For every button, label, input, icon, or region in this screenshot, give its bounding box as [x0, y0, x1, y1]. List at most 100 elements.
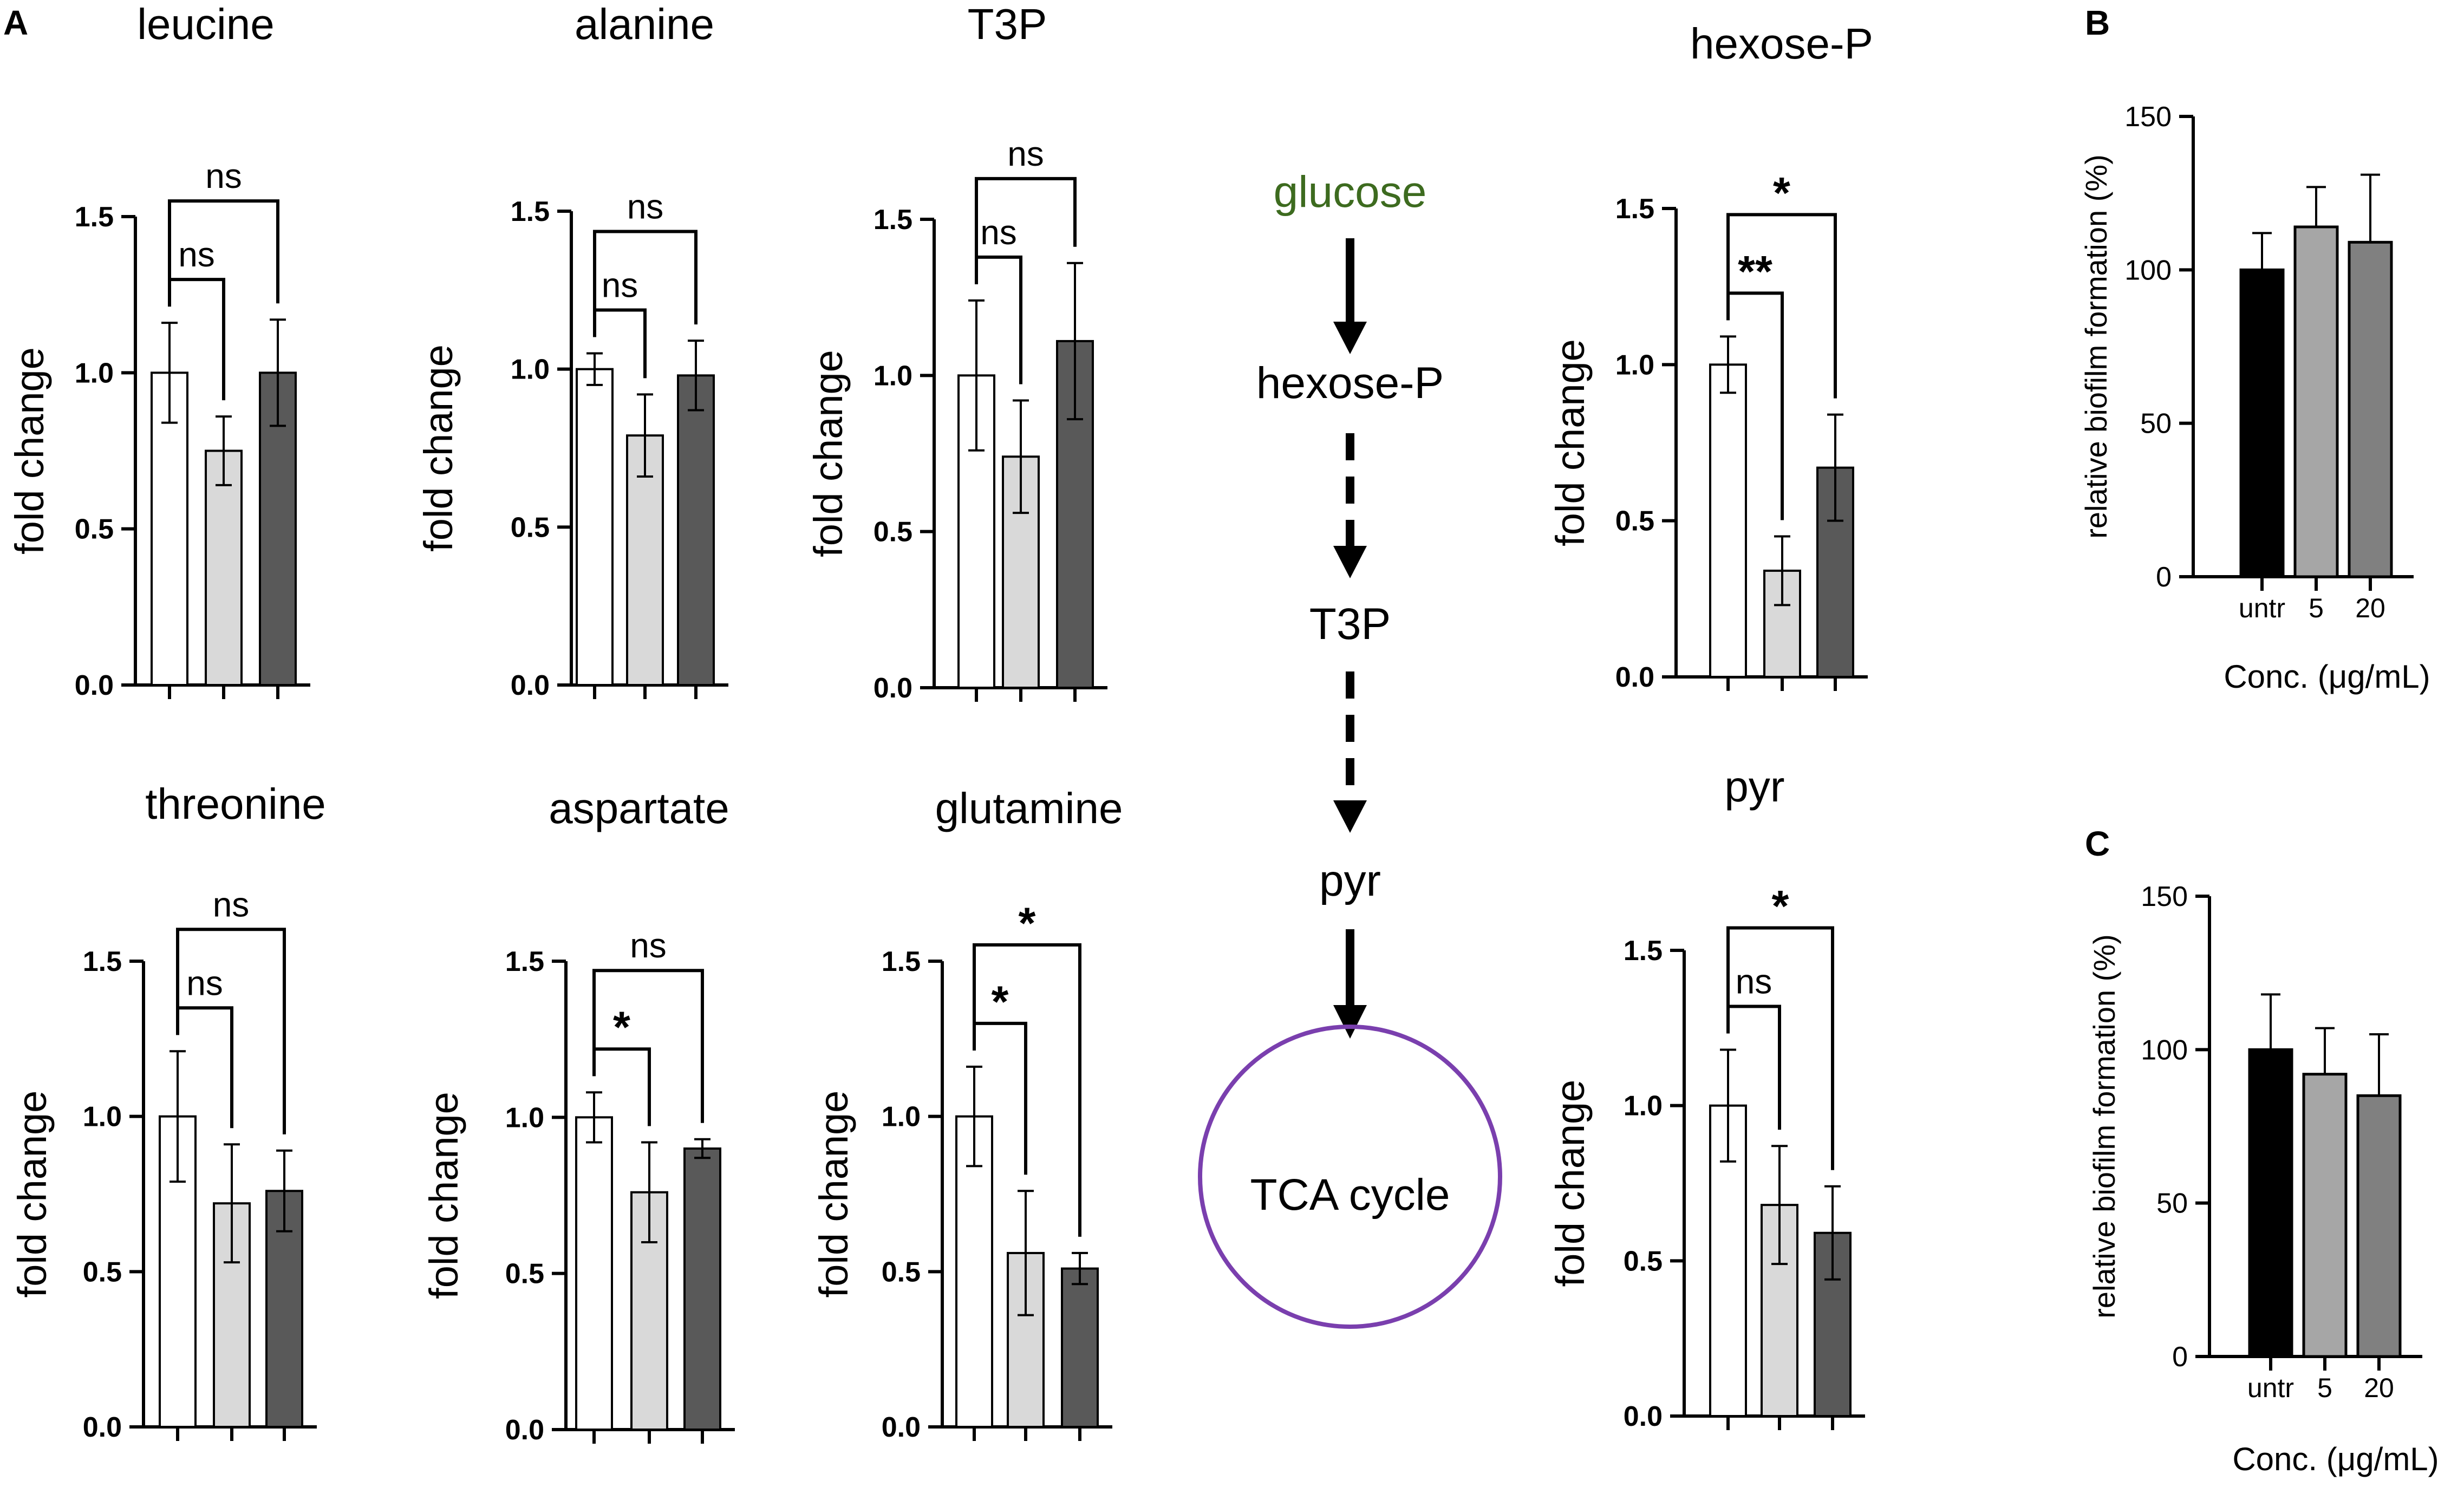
y-tick-label: 0.5	[874, 517, 912, 548]
chart-title: glutamine	[935, 784, 1123, 832]
y-tick-label: 1.5	[1624, 935, 1663, 967]
panel-label-b: B	[2085, 3, 2110, 42]
y-tick-label: 1.5	[1615, 193, 1654, 225]
bar	[151, 371, 188, 686]
bar	[1061, 1267, 1099, 1429]
y-axis-label: fold change	[10, 1091, 55, 1298]
significance-bracket	[592, 969, 704, 1123]
significance-label: ns	[602, 266, 638, 305]
chart-title: aspartate	[549, 784, 729, 832]
y-axis-label: fold change	[421, 1092, 466, 1299]
y-tick-label: 1.0	[83, 1101, 122, 1133]
chart-threonine: threonine fold change 0.0 0.5 1.0 1.5 ns ns	[10, 780, 326, 1443]
chart-title: threonine	[145, 780, 326, 828]
chart-title: T3P	[968, 0, 1047, 48]
pathway-t3p: T3P	[1309, 599, 1391, 649]
bar	[575, 1116, 613, 1431]
y-tick-label: 100	[2124, 255, 2172, 286]
pathway-diagram: glucose hexose-P T3P pyr TCA cycle	[1198, 167, 1502, 1329]
y-tick-label: 0.5	[505, 1258, 544, 1290]
panel-label-a: A	[3, 3, 28, 42]
y-tick-label: 100	[2141, 1034, 2188, 1066]
x-tick-label: 5	[2309, 593, 2324, 623]
chart-title: hexose-P	[1690, 19, 1873, 68]
y-tick-label: 150	[2124, 101, 2172, 133]
bar	[2293, 225, 2339, 578]
y-axis-label: fold change	[7, 347, 52, 555]
y-tick-label: 0.5	[882, 1256, 921, 1288]
y-axis-label: fold change	[811, 1091, 856, 1298]
tca-cycle-circle	[1198, 1025, 1502, 1329]
y-tick-label: 1.5	[882, 946, 921, 977]
significance-label: *	[613, 1003, 630, 1052]
significance-label: ns	[1007, 134, 1044, 173]
bar	[1709, 363, 1747, 678]
y-axis-label: fold change	[806, 350, 851, 557]
y-tick-label: 1.5	[75, 201, 114, 233]
arrow-hexose-t3p-head	[1333, 546, 1367, 578]
y-tick-label: 1.0	[1624, 1091, 1663, 1122]
significance-label: *	[1772, 882, 1789, 931]
bar	[2356, 1094, 2402, 1358]
y-tick-label: 0.0	[1615, 662, 1654, 693]
bar	[2302, 1073, 2348, 1358]
significance-label: *	[992, 977, 1009, 1027]
x-axis-label: Conc. (μg/mL)	[2232, 1441, 2439, 1477]
y-axis-label: relative biofilm formation (%)	[2087, 934, 2121, 1319]
pathway-hexose: hexose-P	[1256, 358, 1444, 408]
y-tick-label: 1.5	[83, 946, 122, 977]
significance-bracket	[1726, 213, 1837, 399]
y-tick-label: 1.0	[874, 360, 912, 392]
y-tick-label: 1.0	[75, 357, 114, 389]
y-axis-label: fold change	[416, 344, 461, 552]
significance-label: *	[1019, 899, 1036, 948]
y-tick-label: 0.0	[75, 670, 114, 701]
y-tick-label: 150	[2141, 881, 2188, 912]
chart-title: alanine	[575, 0, 714, 48]
y-tick-label: 1.5	[505, 946, 544, 977]
y-tick-label: 50	[2156, 1188, 2188, 1219]
significance-label: ns	[980, 213, 1017, 252]
chart-leucine: leucine fold change 0.0 0.5 1.0 1.5 ns ns	[7, 0, 310, 701]
significance-bracket	[1726, 926, 1834, 1170]
y-tick-label: 0.5	[75, 514, 114, 545]
arrow-glucose-hexose-head	[1333, 322, 1367, 354]
y-axis-label: relative biofilm formation (%)	[2079, 154, 2113, 539]
y-tick-label: 0.0	[1624, 1401, 1663, 1432]
y-tick-label: 0	[2156, 562, 2172, 593]
chart-title: leucine	[137, 0, 275, 48]
y-tick-label: 0.5	[83, 1256, 122, 1288]
chart-aspartate: aspartate fold change 0.0 0.5 1.0 1.5 *ns	[421, 784, 735, 1446]
significance-label: **	[1738, 247, 1772, 296]
x-tick-label: untr	[2247, 1373, 2294, 1403]
y-tick-label: 0.5	[1615, 506, 1654, 537]
significance-label: *	[1773, 168, 1790, 218]
y-tick-label: 0.0	[882, 1412, 921, 1443]
significance-bracket	[593, 308, 647, 379]
chart-panel-B: relative biofilm formation (%) 0 50 100 150 u…	[2079, 101, 2430, 695]
significance-bracket	[975, 177, 1077, 284]
significance-bracket	[168, 199, 279, 307]
significance-bracket	[176, 928, 286, 1134]
significance-label: ns	[627, 187, 664, 226]
x-tick-label: 5	[2317, 1373, 2332, 1403]
bar	[205, 449, 243, 686]
chart-T3P: T3P fold change 0.0 0.5 1.0 1.5 ns ns	[806, 0, 1107, 704]
significance-bracket	[973, 943, 1081, 1237]
chart-glutamine: glutamine fold change 0.0 0.5 1.0 1.5 **	[811, 784, 1123, 1443]
arrow-t3p-pyr-head	[1333, 800, 1367, 833]
significance-bracket	[592, 1047, 651, 1126]
significance-label: ns	[630, 926, 667, 965]
chart-panel-C: relative biofilm formation (%) 0 50 100 150 u…	[2087, 881, 2439, 1477]
bar	[955, 1115, 993, 1429]
significance-bracket	[176, 1006, 233, 1129]
y-tick-label: 1.0	[511, 354, 550, 386]
bar	[683, 1147, 721, 1431]
bar	[2239, 268, 2285, 578]
y-axis-label: fold change	[1548, 339, 1593, 546]
chart-pyr: pyr fold change 0.0 0.5 1.0 1.5 ns*	[1548, 762, 1865, 1432]
arrow-pyr-tca-head	[1333, 1005, 1367, 1039]
y-tick-label: 0	[2172, 1341, 2188, 1373]
significance-label: ns	[178, 235, 215, 274]
